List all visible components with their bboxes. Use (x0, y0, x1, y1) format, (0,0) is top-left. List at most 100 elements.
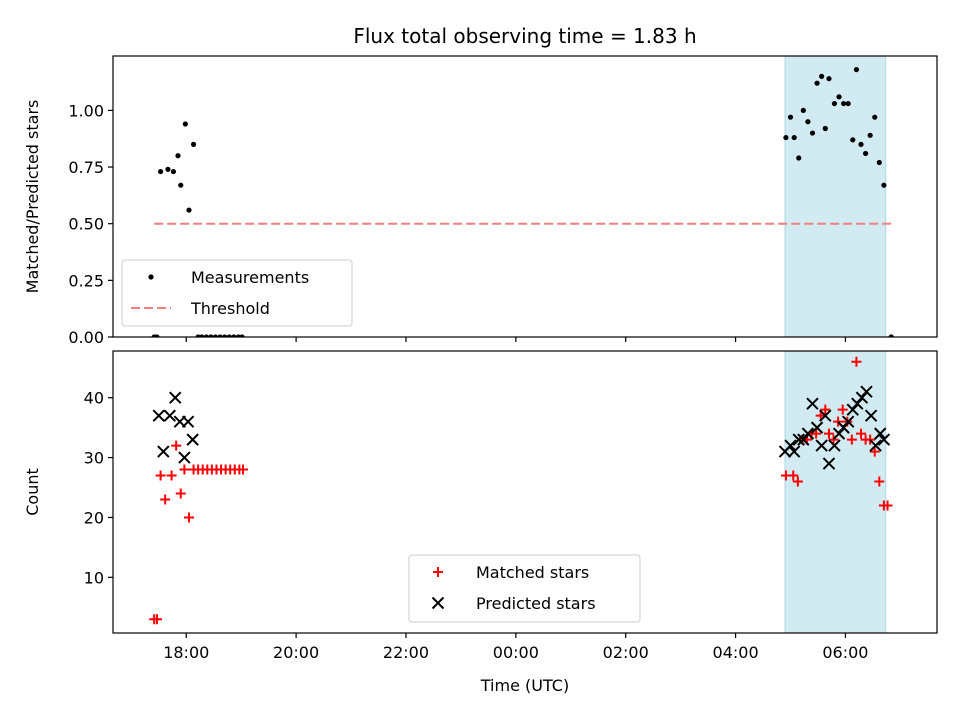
data-point (845, 100, 851, 107)
data-point (183, 512, 194, 523)
data-point (239, 334, 245, 337)
data-point (806, 397, 819, 410)
data-point (208, 334, 214, 337)
data-point (800, 107, 806, 113)
data-point (856, 428, 867, 439)
data-point (872, 114, 878, 120)
y-tick-label: 20 (84, 508, 104, 527)
data-point (836, 94, 842, 100)
data-point (882, 500, 893, 511)
data-point (165, 166, 171, 172)
data-point (837, 404, 848, 415)
legend-marker (148, 274, 154, 280)
plot-frame (112, 55, 938, 338)
legend-label: Threshold (190, 299, 270, 318)
data-point (860, 385, 873, 398)
data-point (865, 434, 876, 445)
legend-label: Matched stars (476, 563, 589, 582)
data-point (876, 159, 882, 166)
data-point (850, 137, 856, 143)
data-point (791, 134, 797, 141)
text-layer: 0.00 0.25 0.50 0.75 1.00 Flux total observing… (23, 24, 868, 695)
data-point (881, 182, 887, 188)
x-tick-label: 18:00 (163, 643, 209, 662)
y-tick-label: 1.00 (68, 101, 104, 120)
x-tick-label: 06:00 (822, 643, 868, 662)
data-point (155, 470, 166, 481)
data-point (828, 439, 841, 452)
x-tick-label: 02:00 (603, 643, 649, 662)
data-point (178, 182, 184, 188)
data-point (831, 100, 838, 107)
background-layer (784, 55, 887, 634)
data-point (874, 476, 885, 487)
data-point (841, 415, 855, 428)
data-point (864, 409, 878, 422)
chart-title: Flux total observing time = 1.83 h (353, 24, 696, 48)
data-point (166, 470, 177, 481)
data-point (811, 428, 822, 439)
data-point (801, 427, 815, 440)
legend-box (408, 554, 641, 623)
plot-marks (151, 66, 894, 337)
data-point (788, 470, 799, 481)
data-point (783, 134, 789, 141)
x-tick-label: 22:00 (383, 643, 429, 662)
data-point (814, 80, 820, 86)
data-point (877, 433, 891, 446)
data-point (151, 614, 162, 625)
plot-frame (112, 350, 938, 634)
highlight-span (784, 55, 887, 338)
y-axis-label: Matched/Predicted stars (23, 100, 42, 294)
legend-layer: Measurements Threshold Matched stars Predic… (121, 259, 641, 623)
data-point (182, 121, 188, 127)
y-tick-label: 0.00 (68, 328, 104, 347)
data-point (222, 334, 228, 337)
data-point (874, 427, 887, 440)
data-point (238, 464, 249, 475)
data-point (217, 334, 223, 337)
marks-layer (149, 66, 894, 625)
highlight-span (784, 350, 887, 634)
legend-marker (433, 567, 443, 577)
x-tick-label: 20:00 (273, 643, 319, 662)
data-point (157, 445, 170, 458)
data-point (170, 168, 177, 175)
data-point (796, 155, 802, 161)
data-point (175, 488, 186, 499)
data-point (175, 153, 181, 159)
data-point (888, 334, 894, 337)
data-point (163, 409, 176, 422)
y-tick-label: 0.25 (68, 271, 104, 290)
data-point (841, 100, 847, 107)
data-point (190, 141, 197, 147)
data-point (160, 494, 171, 505)
x-axis-label: Time (UTC) (480, 676, 569, 695)
data-point (787, 445, 801, 458)
data-point (867, 132, 873, 138)
data-point (809, 130, 816, 136)
series-predicted-stars (152, 385, 891, 470)
data-point (226, 334, 232, 337)
data-point (199, 334, 205, 337)
data-point (186, 207, 192, 213)
legend-label: Measurements (191, 268, 309, 287)
data-point (178, 451, 191, 464)
data-point (181, 415, 195, 428)
data-point (792, 476, 803, 487)
legend: Measurements Threshold (121, 259, 353, 327)
data-point (822, 125, 828, 132)
y-tick-label: 10 (84, 568, 104, 587)
data-point (805, 119, 811, 125)
x-tick-label: 04:00 (713, 643, 759, 662)
data-point (152, 409, 165, 422)
data-point (869, 446, 880, 457)
data-point (186, 433, 199, 446)
y-tick-label: 0.50 (68, 215, 104, 234)
data-point (171, 440, 182, 451)
data-point (823, 428, 834, 439)
data-point (212, 334, 219, 337)
data-point (203, 334, 209, 337)
legend-marker (431, 596, 445, 610)
